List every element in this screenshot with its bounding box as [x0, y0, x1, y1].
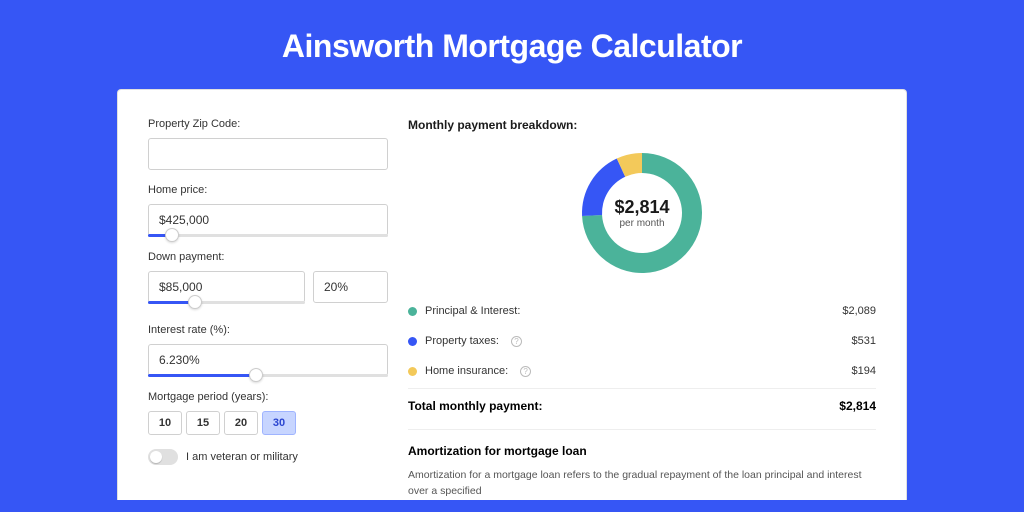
- slider-thumb[interactable]: [188, 295, 202, 309]
- down-payment-label: Down payment:: [148, 251, 388, 263]
- legend-row: Home insurance:? $194: [408, 356, 876, 386]
- legend-label: Principal & Interest:: [425, 305, 520, 317]
- legend: Principal & Interest: $2,089 Property taxe…: [408, 296, 876, 386]
- interest-rate-input[interactable]: [148, 344, 388, 376]
- donut-chart: $2,814 per month: [577, 148, 707, 278]
- divider: [408, 429, 876, 430]
- interest-rate-slider[interactable]: [148, 374, 388, 377]
- toggle-knob: [150, 451, 162, 463]
- home-price-field: Home price:: [148, 184, 388, 237]
- donut-chart-wrap: $2,814 per month: [408, 144, 876, 296]
- period-option-30[interactable]: 30: [262, 411, 296, 435]
- info-icon[interactable]: ?: [511, 336, 522, 347]
- mortgage-period-field: Mortgage period (years): 10152030: [148, 391, 388, 435]
- mortgage-period-options: 10152030: [148, 411, 388, 435]
- down-payment-pct-input[interactable]: [313, 271, 388, 303]
- slider-thumb[interactable]: [249, 368, 263, 382]
- home-price-input[interactable]: [148, 204, 388, 236]
- legend-value: $194: [852, 365, 876, 377]
- legend-value: $531: [852, 335, 876, 347]
- mortgage-period-label: Mortgage period (years):: [148, 391, 388, 403]
- legend-label: Home insurance:: [425, 365, 508, 377]
- breakdown-title: Monthly payment breakdown:: [408, 118, 876, 132]
- period-option-20[interactable]: 20: [224, 411, 258, 435]
- legend-row: Principal & Interest: $2,089: [408, 296, 876, 326]
- legend-value: $2,089: [842, 305, 876, 317]
- form-column: Property Zip Code: Home price: Down paym…: [148, 118, 388, 500]
- breakdown-column: Monthly payment breakdown: $2,814 per mo…: [408, 118, 876, 500]
- slider-thumb[interactable]: [165, 228, 179, 242]
- donut-sublabel: per month: [619, 218, 664, 229]
- calculator-card: Property Zip Code: Home price: Down paym…: [117, 89, 907, 500]
- interest-rate-label: Interest rate (%):: [148, 324, 388, 336]
- legend-row: Property taxes:? $531: [408, 326, 876, 356]
- veteran-row: I am veteran or military: [148, 449, 388, 465]
- donut-total: $2,814: [614, 197, 669, 218]
- zip-label: Property Zip Code:: [148, 118, 388, 130]
- period-option-15[interactable]: 15: [186, 411, 220, 435]
- info-icon[interactable]: ?: [520, 366, 531, 377]
- total-row: Total monthly payment: $2,814: [408, 388, 876, 429]
- total-value: $2,814: [839, 399, 876, 413]
- down-payment-input[interactable]: [148, 271, 305, 303]
- interest-rate-field: Interest rate (%):: [148, 324, 388, 377]
- home-price-label: Home price:: [148, 184, 388, 196]
- page-title: Ainsworth Mortgage Calculator: [0, 0, 1024, 89]
- legend-dot: [408, 367, 417, 376]
- veteran-label: I am veteran or military: [186, 451, 298, 463]
- home-price-slider[interactable]: [148, 234, 388, 237]
- amortization-text: Amortization for a mortgage loan refers …: [408, 468, 876, 500]
- down-payment-slider[interactable]: [148, 301, 305, 304]
- legend-label: Property taxes:: [425, 335, 499, 347]
- total-label: Total monthly payment:: [408, 399, 542, 413]
- legend-dot: [408, 337, 417, 346]
- down-payment-field: Down payment:: [148, 251, 388, 310]
- legend-dot: [408, 307, 417, 316]
- veteran-toggle[interactable]: [148, 449, 178, 465]
- period-option-10[interactable]: 10: [148, 411, 182, 435]
- amortization-title: Amortization for mortgage loan: [408, 444, 876, 458]
- zip-field: Property Zip Code:: [148, 118, 388, 170]
- zip-input[interactable]: [148, 138, 388, 170]
